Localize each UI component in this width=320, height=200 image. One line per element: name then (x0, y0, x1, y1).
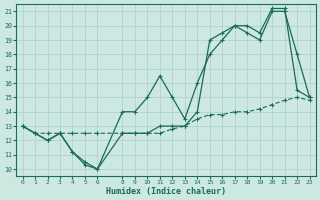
X-axis label: Humidex (Indice chaleur): Humidex (Indice chaleur) (106, 187, 226, 196)
